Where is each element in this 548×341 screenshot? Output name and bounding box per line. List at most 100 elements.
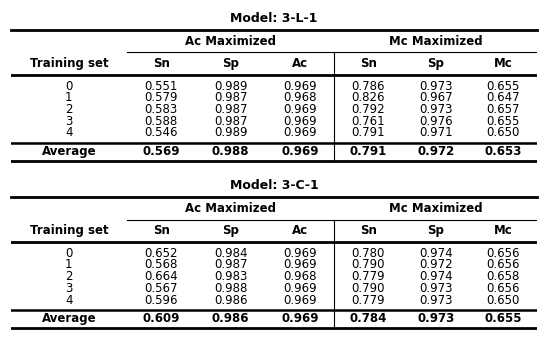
Text: Ac: Ac — [292, 57, 308, 70]
Text: 0.973: 0.973 — [419, 80, 453, 93]
Text: 0.984: 0.984 — [214, 247, 247, 260]
Text: 0.988: 0.988 — [214, 282, 247, 295]
Text: Mc: Mc — [494, 57, 513, 70]
Text: 2: 2 — [65, 103, 72, 116]
Text: Sn: Sn — [153, 224, 170, 237]
Text: Ac Maximized: Ac Maximized — [185, 35, 276, 48]
Text: 0.988: 0.988 — [212, 145, 249, 158]
Text: Sp: Sp — [222, 224, 239, 237]
Text: Training set: Training set — [30, 57, 108, 70]
Text: 0: 0 — [65, 247, 72, 260]
Text: 0.969: 0.969 — [283, 115, 317, 128]
Text: 0.974: 0.974 — [419, 270, 453, 283]
Text: 0.551: 0.551 — [145, 80, 178, 93]
Text: 0.976: 0.976 — [419, 115, 453, 128]
Text: 0.989: 0.989 — [214, 80, 247, 93]
Text: 0.569: 0.569 — [142, 145, 180, 158]
Text: 0.784: 0.784 — [350, 312, 387, 325]
Text: 0.653: 0.653 — [484, 145, 522, 158]
Text: 0.596: 0.596 — [145, 294, 178, 307]
Text: 0.609: 0.609 — [142, 312, 180, 325]
Text: 0.989: 0.989 — [214, 127, 247, 139]
Text: 1: 1 — [65, 91, 72, 104]
Text: 3: 3 — [65, 282, 72, 295]
Text: 0.973: 0.973 — [419, 294, 453, 307]
Text: 0.969: 0.969 — [281, 145, 318, 158]
Text: Sn: Sn — [153, 57, 170, 70]
Text: 0.568: 0.568 — [145, 258, 178, 271]
Text: 4: 4 — [65, 127, 72, 139]
Text: 0.583: 0.583 — [145, 103, 178, 116]
Text: Model: 3-L-1: Model: 3-L-1 — [230, 12, 318, 25]
Text: 0.968: 0.968 — [283, 270, 317, 283]
Text: 0: 0 — [65, 80, 72, 93]
Text: Model: 3-C-1: Model: 3-C-1 — [230, 179, 318, 192]
Text: 0.647: 0.647 — [487, 91, 520, 104]
Text: 0.969: 0.969 — [281, 312, 318, 325]
Text: 0.969: 0.969 — [283, 127, 317, 139]
Text: 1: 1 — [65, 258, 72, 271]
Text: Mc Maximized: Mc Maximized — [389, 202, 483, 215]
Text: Ac Maximized: Ac Maximized — [185, 202, 276, 215]
Text: Sp: Sp — [427, 224, 444, 237]
Text: 0.791: 0.791 — [351, 127, 385, 139]
Text: 0.656: 0.656 — [487, 282, 520, 295]
Text: Sp: Sp — [427, 57, 444, 70]
Text: 0.652: 0.652 — [145, 247, 178, 260]
Text: 0.790: 0.790 — [351, 258, 385, 271]
Text: 0.967: 0.967 — [419, 91, 453, 104]
Text: 0.986: 0.986 — [214, 294, 247, 307]
Text: 0.650: 0.650 — [487, 127, 520, 139]
Text: Ac: Ac — [292, 224, 308, 237]
Text: 0.791: 0.791 — [350, 145, 387, 158]
Text: 0.579: 0.579 — [145, 91, 178, 104]
Text: 0.969: 0.969 — [283, 247, 317, 260]
Text: 0.650: 0.650 — [487, 294, 520, 307]
Text: 0.655: 0.655 — [484, 312, 522, 325]
Text: 0.792: 0.792 — [351, 103, 385, 116]
Text: 0.664: 0.664 — [145, 270, 178, 283]
Text: 0.658: 0.658 — [487, 270, 520, 283]
Text: 0.969: 0.969 — [283, 258, 317, 271]
Text: 0.546: 0.546 — [145, 127, 178, 139]
Text: Average: Average — [42, 145, 96, 158]
Text: 0.987: 0.987 — [214, 91, 247, 104]
Text: 0.968: 0.968 — [283, 91, 317, 104]
Text: Mc: Mc — [494, 224, 513, 237]
Text: 0.657: 0.657 — [487, 103, 520, 116]
Text: 0.969: 0.969 — [283, 294, 317, 307]
Text: 0.779: 0.779 — [351, 270, 385, 283]
Text: 0.973: 0.973 — [417, 312, 454, 325]
Text: 0.983: 0.983 — [214, 270, 247, 283]
Text: 0.971: 0.971 — [419, 127, 453, 139]
Text: 4: 4 — [65, 294, 72, 307]
Text: 0.973: 0.973 — [419, 282, 453, 295]
Text: 0.986: 0.986 — [212, 312, 249, 325]
Text: 0.588: 0.588 — [145, 115, 178, 128]
Text: 0.656: 0.656 — [487, 247, 520, 260]
Text: 0.987: 0.987 — [214, 103, 247, 116]
Text: 0.974: 0.974 — [419, 247, 453, 260]
Text: Mc Maximized: Mc Maximized — [389, 35, 483, 48]
Text: 0.987: 0.987 — [214, 258, 247, 271]
Text: Training set: Training set — [30, 224, 108, 237]
Text: 0.567: 0.567 — [145, 282, 178, 295]
Text: 0.656: 0.656 — [487, 258, 520, 271]
Text: 0.969: 0.969 — [283, 80, 317, 93]
Text: 0.826: 0.826 — [351, 91, 385, 104]
Text: 0.779: 0.779 — [351, 294, 385, 307]
Text: 0.973: 0.973 — [419, 103, 453, 116]
Text: 0.972: 0.972 — [419, 258, 453, 271]
Text: 3: 3 — [65, 115, 72, 128]
Text: 0.969: 0.969 — [283, 282, 317, 295]
Text: Sn: Sn — [360, 224, 376, 237]
Text: Sn: Sn — [360, 57, 376, 70]
Text: Average: Average — [42, 312, 96, 325]
Text: 0.655: 0.655 — [487, 80, 520, 93]
Text: Sp: Sp — [222, 57, 239, 70]
Text: 0.786: 0.786 — [351, 80, 385, 93]
Text: 0.969: 0.969 — [283, 103, 317, 116]
Text: 0.761: 0.761 — [351, 115, 385, 128]
Text: 0.972: 0.972 — [417, 145, 454, 158]
Text: 0.790: 0.790 — [351, 282, 385, 295]
